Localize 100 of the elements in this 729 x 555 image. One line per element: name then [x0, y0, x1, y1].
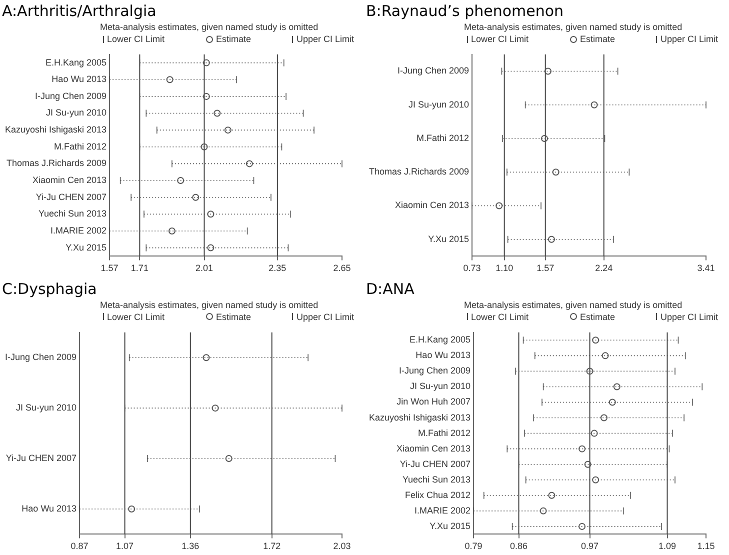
x-tick-label: 1.36	[182, 540, 200, 551]
y-tick-label: E.H.Kang 2005	[410, 334, 471, 344]
legend-label: Estimate	[216, 34, 251, 44]
y-tick-label: M.Fathi 2012	[416, 132, 470, 143]
y-tick-label: Thomas J.Richards 2009	[6, 158, 107, 168]
x-tick-label: 0.73	[463, 263, 481, 274]
y-tick-label: Xiaomin Cen 2013	[394, 200, 470, 210]
x-tick-label: 2.35	[268, 263, 286, 274]
y-tick-label: Yi-Ju CHEN 2007	[36, 192, 107, 202]
y-tick-label: Yuechi Sun 2013	[38, 208, 107, 219]
point	[578, 522, 586, 530]
y-tick-label: I-Jung Chen 2009	[399, 365, 471, 376]
y-tick-label: Jin Won Huh 2007	[396, 396, 471, 406]
point	[586, 367, 594, 374]
legend-label: Upper CI Limit	[296, 34, 354, 44]
x-tick-label: 1.57	[536, 263, 554, 274]
y-tick-label: I-Jung Chen 2009	[35, 90, 107, 101]
point	[600, 414, 608, 421]
point	[548, 491, 556, 498]
x-tick-label: 1.71	[130, 263, 148, 274]
x-tick-label: 2.65	[333, 263, 351, 274]
chart-subtitle: Meta-analysis estimates, given named study is omitted	[99, 300, 320, 312]
chart-subtitle: Meta-analysis estimates, given named study is omitted	[463, 22, 684, 34]
point	[544, 68, 552, 75]
x-tick-label: 1.15	[697, 540, 715, 551]
y-tick-label: Hao Wu 2013	[22, 502, 77, 513]
chart-title: C:Dysphagia	[1, 278, 98, 300]
y-tick-label: Yi-Ju CHEN 2007	[6, 452, 77, 463]
x-tick-label: 1.72	[263, 540, 281, 551]
chart-title: B:Raynaud’s phenomenon	[365, 1, 565, 22]
point	[128, 504, 136, 512]
y-tick-label: Hao Wu 2013	[52, 74, 107, 84]
y-tick-label: M.Fathi 2012	[418, 427, 471, 438]
y-tick-label: Y.Xu 2015	[430, 520, 471, 530]
x-tick-label: 2.01	[195, 263, 214, 274]
point	[548, 236, 555, 243]
y-tick-label: I.MARIE 2002	[50, 225, 107, 236]
legend-label: Lower CI Limit	[107, 312, 165, 322]
legend-label: Upper CI Limit	[660, 34, 718, 44]
y-tick-label: Xiaomin Cen 2013	[32, 175, 107, 186]
legend-label: Upper CI Limit	[660, 312, 718, 322]
y-tick-label: Thomas J.Richards 2009	[369, 166, 470, 177]
point	[177, 177, 184, 184]
chart-title: D:ANA	[365, 278, 416, 300]
x-tick-label: 0.97	[581, 540, 599, 551]
point	[168, 227, 176, 234]
point	[200, 143, 208, 150]
point	[202, 92, 210, 100]
legend-label: Estimate	[580, 312, 615, 322]
y-tick-label: Xiaomin Cen 2013	[396, 442, 471, 453]
point	[212, 404, 219, 412]
x-tick-label: 0.87	[70, 540, 88, 551]
point	[541, 134, 548, 142]
point	[202, 354, 210, 361]
x-tick-label: 1.07	[116, 540, 134, 551]
point	[496, 202, 503, 210]
x-tick-label: 3.41	[697, 263, 715, 274]
y-tick-label: JI Su-yun 2010	[46, 108, 107, 118]
text: 1.10	[496, 263, 514, 274]
legend-label: Lower CI Limit	[471, 312, 529, 322]
x-tick-label: 1.09	[658, 540, 676, 551]
y-tick-label: Yi-Ju CHEN 2007	[400, 458, 471, 468]
legend-label: Estimate	[216, 312, 251, 322]
point	[590, 101, 598, 108]
legend-label: Upper CI Limit	[296, 312, 354, 322]
y-tick-label: Kazuyoshi Ishigaski 2013	[5, 124, 107, 135]
point	[192, 194, 200, 201]
y-tick-label: JI Su-yun 2010	[16, 402, 77, 412]
point	[592, 476, 600, 483]
point	[578, 444, 586, 452]
y-tick-label: Yuechi Sun 2013	[402, 474, 471, 484]
point	[590, 429, 598, 436]
x-tick-label: 2.03	[333, 540, 351, 551]
point	[214, 110, 221, 117]
y-tick-label: JI Su-yun 2010	[408, 99, 470, 110]
point	[166, 76, 174, 84]
point	[225, 454, 232, 462]
point	[552, 168, 560, 176]
y-tick-label: I.MARIE 2002	[414, 504, 471, 515]
x-tick-label: 0.79	[464, 540, 482, 551]
y-tick-label: E.H.Kang 2005	[46, 57, 107, 68]
y-tick-label: I-Jung Chen 2009	[4, 352, 77, 362]
point	[207, 210, 214, 218]
y-tick-label: Y.Xu 2015	[66, 242, 107, 252]
point	[246, 160, 253, 168]
ref-line-label: Lower CI Limit	[107, 34, 165, 44]
x-tick-label: 0.86	[510, 540, 528, 551]
y-tick-label: M.Fathi 2012	[54, 141, 107, 152]
x-tick-label: 2.24	[595, 263, 613, 274]
chart-subtitle: Meta-analysis estimates, given named study is omitted	[99, 22, 320, 34]
point	[202, 59, 210, 66]
y-tick-label: Felix Chua 2012	[405, 489, 471, 500]
point	[608, 398, 616, 406]
point	[584, 460, 592, 468]
point	[207, 244, 214, 252]
y-tick-label: Kazuyoshi Ishigaski 2013	[369, 412, 471, 422]
ref-line-label: Lower CI Limit	[471, 34, 529, 44]
point	[602, 352, 609, 359]
y-tick-label: Y.Xu 2015	[428, 234, 470, 244]
chart-subtitle: Meta-analysis estimates, given named study is omitted	[463, 300, 684, 312]
